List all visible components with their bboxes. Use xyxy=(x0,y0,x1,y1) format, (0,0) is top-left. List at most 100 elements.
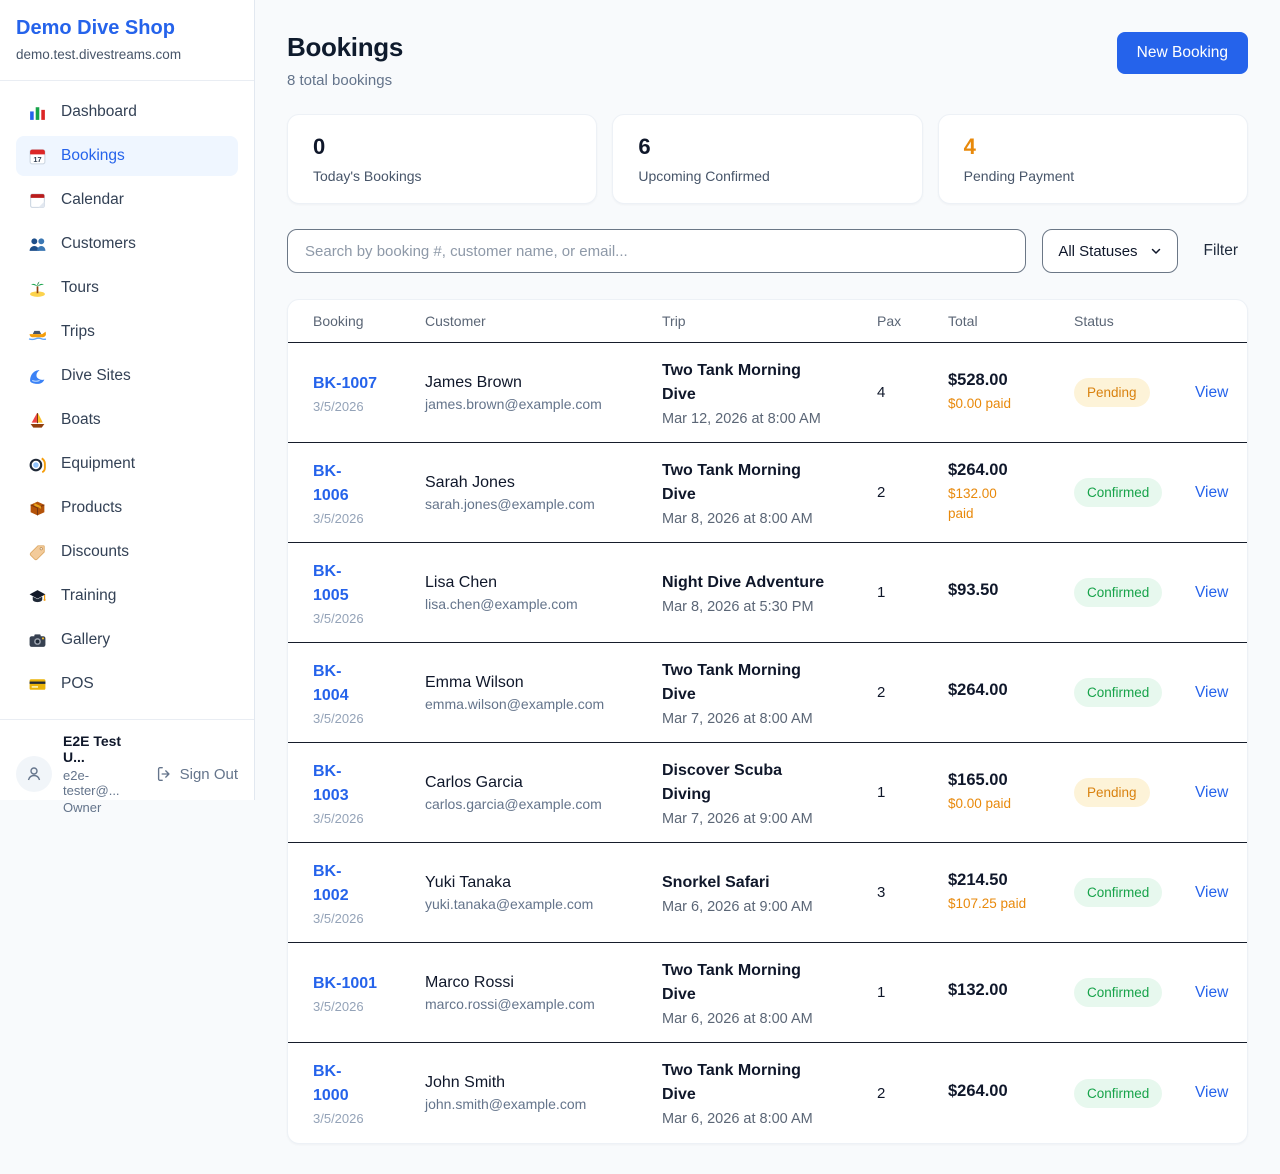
search-input[interactable] xyxy=(287,229,1027,273)
table-row: BK-1007 3/5/2026 James Brown james.brown@e… xyxy=(288,343,1247,443)
trip-name: Two Tank Morning Dive xyxy=(662,361,801,403)
booking-date: 3/5/2026 xyxy=(313,610,364,626)
sidebar-item-discounts[interactable]: Discounts xyxy=(16,532,238,572)
trip-datetime: Mar 6, 2026 at 8:00 AM xyxy=(662,1111,813,1127)
trip-name: Discover Scuba Diving xyxy=(662,761,783,803)
svg-text:17: 17 xyxy=(33,154,41,163)
view-link[interactable]: View xyxy=(1195,383,1229,401)
view-link[interactable]: View xyxy=(1195,483,1229,501)
pax-count: 3 xyxy=(877,884,886,901)
trip-datetime: Mar 8, 2026 at 8:00 AM xyxy=(662,510,813,527)
booking-id-link[interactable]: BK- 1002 xyxy=(313,862,349,904)
sidebar-item-label: POS xyxy=(61,675,94,692)
booking-id-link[interactable]: BK- 1005 xyxy=(313,562,349,604)
table-row: BK-1001 3/5/2026 Marco Rossi marco.rossi@e… xyxy=(288,943,1247,1043)
island-icon xyxy=(28,279,47,298)
view-link[interactable]: View xyxy=(1195,783,1229,801)
booking-date: 3/5/2026 xyxy=(313,1111,364,1126)
sidebar-nav: Dashboard 17 Bookings Calendar Customers… xyxy=(0,81,254,719)
sidebar-item-label: Boats xyxy=(61,411,101,428)
bookings-table: Booking Customer Trip Pax Total Status B… xyxy=(287,299,1248,1144)
total-amount: $93.50 xyxy=(948,581,999,599)
stat-label: Today's Bookings xyxy=(313,168,422,184)
pax-count: 2 xyxy=(877,1084,886,1102)
status-badge: Confirmed xyxy=(1074,578,1163,607)
status-badge: Pending xyxy=(1074,778,1150,807)
view-link[interactable]: View xyxy=(1195,1084,1229,1101)
booking-date: 3/5/2026 xyxy=(313,810,364,826)
user-name: E2E Test U... xyxy=(63,733,122,765)
sidebar-item-calendar[interactable]: Calendar xyxy=(16,180,238,220)
sidebar-item-customers[interactable]: Customers xyxy=(16,224,238,264)
sidebar-item-products[interactable]: Products xyxy=(16,488,238,528)
booking-id-link[interactable]: BK- 1004 xyxy=(313,662,349,704)
customer-email: lisa.chen@example.com xyxy=(425,595,578,612)
calendar-date-icon: 17 xyxy=(28,147,47,166)
sidebar-item-dashboard[interactable]: Dashboard xyxy=(16,92,238,132)
customer-email: sarah.jones@example.com xyxy=(425,495,595,512)
customer-email: marco.rossi@example.com xyxy=(425,995,595,1012)
trip-name: Two Tank Morning Dive xyxy=(662,661,801,703)
total-amount: $165.00 xyxy=(948,771,1008,790)
graduation-cap-icon xyxy=(28,587,47,606)
table-row: BK- 1006 3/5/2026 Sarah Jones sarah.jones@… xyxy=(288,443,1247,543)
filter-row: All Statuses Filter xyxy=(287,229,1248,273)
brand-name: Demo Dive Shop xyxy=(16,17,175,39)
table-row: BK- 1002 3/5/2026 Yuki Tanaka yuki.tanaka@… xyxy=(288,843,1247,943)
total-amount: $214.50 xyxy=(948,871,1008,890)
column-header-customer: Customer xyxy=(425,313,486,329)
customer-name: Marco Rossi xyxy=(425,973,514,991)
sidebar-item-label: Gallery xyxy=(61,631,111,648)
view-link[interactable]: View xyxy=(1195,883,1229,901)
user-email: e2e-tester@... xyxy=(63,768,120,798)
sidebar-item-tours[interactable]: Tours xyxy=(16,268,238,308)
sidebar-item-boats[interactable]: Boats xyxy=(16,400,238,440)
sidebar-item-gallery[interactable]: Gallery xyxy=(16,620,238,660)
column-header-pax: Pax xyxy=(877,313,902,329)
status-badge: Confirmed xyxy=(1074,878,1163,907)
customer-name: Lisa Chen xyxy=(425,573,498,591)
view-link[interactable]: View xyxy=(1195,583,1229,601)
sidebar-item-pos[interactable]: POS xyxy=(16,664,238,704)
camera-icon xyxy=(28,631,47,650)
trip-datetime: Mar 7, 2026 at 9:00 AM xyxy=(662,810,813,827)
booking-id-link[interactable]: BK-1001 xyxy=(313,974,378,992)
view-link[interactable]: View xyxy=(1195,983,1229,1001)
tag-icon xyxy=(28,543,47,562)
sidebar-item-equipment[interactable]: Equipment xyxy=(16,444,238,484)
customer-name: Carlos Garcia xyxy=(425,773,523,791)
booking-id-link[interactable]: BK- 1000 xyxy=(313,1063,349,1104)
paid-amount: $0.00 paid xyxy=(948,796,1012,812)
stats-row: 0 Today's Bookings 6 Upcoming Confirmed … xyxy=(287,114,1248,204)
column-header-total: Total xyxy=(948,313,978,329)
pax-count: 1 xyxy=(877,984,886,1001)
sidebar-item-bookings[interactable]: 17 Bookings xyxy=(16,136,238,176)
sailboat-icon xyxy=(28,411,47,430)
status-select[interactable]: All Statuses xyxy=(1042,229,1178,273)
booking-id-link[interactable]: BK- 1006 xyxy=(313,462,349,504)
booking-id-link[interactable]: BK- 1003 xyxy=(313,762,349,804)
sidebar-item-label: Trips xyxy=(61,323,95,340)
sidebar-item-label: Dashboard xyxy=(61,103,137,120)
filter-button[interactable]: Filter xyxy=(1203,242,1238,259)
sidebar-item-label: Dive Sites xyxy=(61,367,131,384)
booking-id-link[interactable]: BK-1007 xyxy=(313,374,378,392)
speedboat-icon xyxy=(28,323,47,342)
sidebar-item-training[interactable]: Training xyxy=(16,576,238,616)
customer-email: yuki.tanaka@example.com xyxy=(425,895,594,912)
customer-email: emma.wilson@example.com xyxy=(425,695,605,712)
sidebar-item-trips[interactable]: Trips xyxy=(16,312,238,352)
table-row: BK- 1003 3/5/2026 Carlos Garcia carlos.gar… xyxy=(288,743,1247,843)
sidebar-item-dive-sites[interactable]: Dive Sites xyxy=(16,356,238,396)
view-link[interactable]: View xyxy=(1195,683,1229,701)
stat-value: 4 xyxy=(963,134,976,159)
table-header-row: Booking Customer Trip Pax Total Status xyxy=(288,300,1247,343)
column-header-trip: Trip xyxy=(662,313,686,329)
trip-name: Two Tank Morning Dive xyxy=(662,461,801,503)
stat-value: 6 xyxy=(638,134,651,159)
status-badge: Confirmed xyxy=(1074,1078,1163,1108)
sign-out-button[interactable]: Sign Out xyxy=(155,765,238,783)
page-subtitle: 8 total bookings xyxy=(287,72,393,89)
new-booking-button[interactable]: New Booking xyxy=(1116,32,1248,74)
total-amount: $264.00 xyxy=(948,681,1008,699)
